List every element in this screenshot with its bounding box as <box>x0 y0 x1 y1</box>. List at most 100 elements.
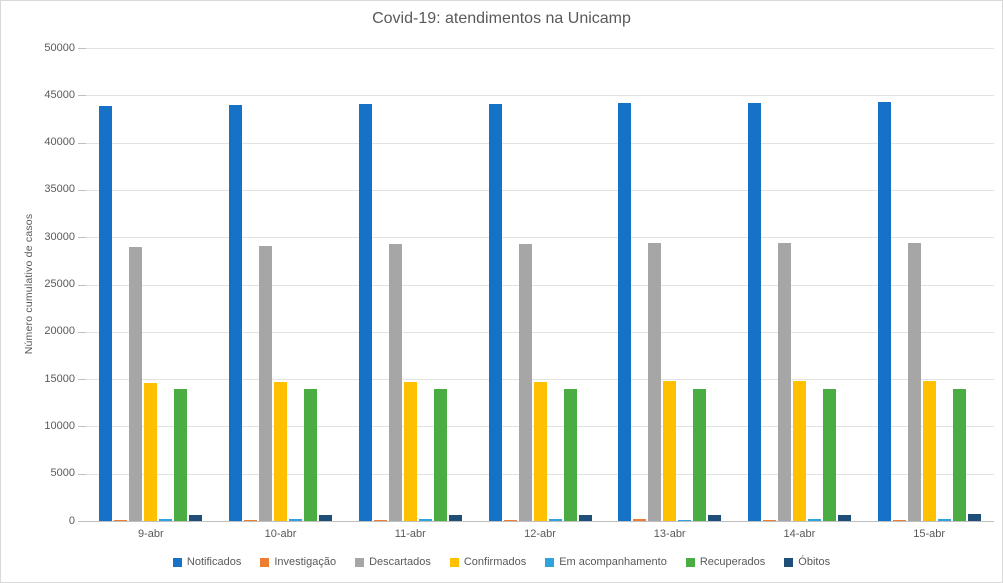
bar-descartados-9-abr <box>129 247 143 521</box>
bar-notificados-9-abr <box>99 106 113 521</box>
legend-label: Confirmados <box>463 556 527 568</box>
legend-swatch-icon <box>355 557 365 567</box>
x-tick-label: 15-abr <box>913 528 946 540</box>
y-tick-mark <box>78 237 86 239</box>
y-tick-mark <box>78 142 86 144</box>
bar-recuperados-12-abr <box>563 389 577 521</box>
plot-area <box>86 48 994 522</box>
bar-cluster-9-abr <box>99 48 203 521</box>
bar-descartados-15-abr <box>907 243 921 521</box>
y-tick-label: 40000 <box>44 136 75 149</box>
bar-confirmados-10-abr <box>274 382 288 521</box>
bar-investigação-10-abr <box>244 520 258 521</box>
bar-descartados-10-abr <box>259 246 273 521</box>
legend-item-em-acompanhamento: Em acompanhamento <box>545 556 667 568</box>
bar-investigação-13-abr <box>633 519 647 521</box>
y-tick-label: 20000 <box>44 325 75 338</box>
bar-confirmados-11-abr <box>403 382 417 521</box>
legend-label: Recuperados <box>699 556 766 568</box>
y-tick-label: 50000 <box>44 41 75 54</box>
legend-swatch-icon <box>449 557 459 567</box>
bar-em-acompanhamento-12-abr <box>548 519 562 521</box>
y-tick-label: 0 <box>68 514 75 527</box>
y-tick-label: 10000 <box>44 419 75 432</box>
gridline <box>86 142 994 144</box>
gridline <box>86 189 994 191</box>
legend-item-óbitos: Óbitos <box>784 556 830 568</box>
bar-investigação-15-abr <box>892 520 906 521</box>
legend-item-investigação: Investigação <box>260 556 336 568</box>
gridline <box>86 237 994 239</box>
bar-óbitos-11-abr <box>448 515 462 521</box>
legend-label: Investigação <box>274 556 337 568</box>
y-tick-label: 15000 <box>44 372 75 385</box>
bar-investigação-12-abr <box>503 520 517 521</box>
y-tick-mark <box>78 284 86 286</box>
legend-swatch-icon <box>260 557 270 567</box>
bar-óbitos-15-abr <box>967 514 981 521</box>
y-tick-label: 25000 <box>44 278 75 290</box>
bar-investigação-14-abr <box>762 520 776 521</box>
legend-item-descartados: Descartados <box>355 556 431 568</box>
legend: Notificados Investigação Descartados Confir… <box>1 556 1002 568</box>
gridline <box>86 48 994 49</box>
bar-descartados-12-abr <box>518 244 532 521</box>
bar-recuperados-11-abr <box>433 389 447 521</box>
legend-swatch-icon <box>685 557 695 567</box>
x-tick-label: 9-abr <box>138 528 164 540</box>
legend-label: Óbitos <box>798 556 831 568</box>
y-tick-mark <box>78 331 86 333</box>
gridline <box>86 379 994 381</box>
bar-óbitos-10-abr <box>319 515 333 521</box>
bar-confirmados-14-abr <box>792 381 806 521</box>
bar-cluster-13-abr <box>618 48 722 521</box>
legend-swatch-icon <box>545 557 555 567</box>
x-tick-label: 13-abr <box>653 528 686 540</box>
y-tick-label: 45000 <box>44 88 75 101</box>
bar-descartados-11-abr <box>388 244 402 521</box>
bar-confirmados-12-abr <box>533 382 547 521</box>
y-tick-label: 30000 <box>44 230 75 243</box>
bar-notificados-12-abr <box>488 104 502 521</box>
bar-confirmados-13-abr <box>663 381 677 521</box>
bar-óbitos-12-abr <box>578 515 592 521</box>
y-tick-mark <box>78 521 86 522</box>
bar-em-acompanhamento-13-abr <box>678 520 692 521</box>
legend-item-confirmados: Confirmados <box>449 556 527 568</box>
bar-notificados-10-abr <box>229 105 243 521</box>
y-tick-mark <box>78 189 86 191</box>
x-tick-label: 12-abr <box>524 528 556 540</box>
gridline <box>86 331 994 333</box>
y-tick-label: 35000 <box>44 183 75 196</box>
bar-cluster-14-abr <box>747 48 851 521</box>
bar-cluster-11-abr <box>358 48 462 521</box>
y-tick-mark <box>78 473 86 475</box>
bar-cluster-15-abr <box>877 48 981 521</box>
legend-label: Descartados <box>369 556 431 568</box>
y-tick-mark <box>78 95 86 97</box>
bar-recuperados-14-abr <box>822 389 836 521</box>
bar-óbitos-9-abr <box>189 515 203 521</box>
bar-cluster-12-abr <box>488 48 592 521</box>
bar-confirmados-9-abr <box>144 383 158 521</box>
legend-swatch-icon <box>172 557 182 567</box>
bar-investigação-11-abr <box>373 520 387 521</box>
legend-item-recuperados: Recuperados <box>685 556 766 568</box>
chart-title: Covid-19: atendimentos na Unicamp <box>372 10 631 27</box>
bar-em-acompanhamento-14-abr <box>807 519 821 521</box>
bar-recuperados-15-abr <box>952 389 966 521</box>
y-tick-label: 5000 <box>50 467 75 480</box>
gridline <box>86 284 994 286</box>
legend-item-notificados: Notificados <box>172 556 242 568</box>
bar-notificados-11-abr <box>358 104 372 521</box>
x-tick-label: 14-abr <box>783 528 816 540</box>
legend-label: Notificados <box>186 556 242 568</box>
bar-investigação-9-abr <box>114 520 128 521</box>
legend-label: Em acompanhamento <box>559 556 667 568</box>
bar-óbitos-14-abr <box>837 515 851 521</box>
legend-swatch-icon <box>784 557 794 567</box>
bar-em-acompanhamento-15-abr <box>937 519 951 521</box>
bar-notificados-15-abr <box>877 102 891 521</box>
bar-recuperados-9-abr <box>174 389 188 521</box>
